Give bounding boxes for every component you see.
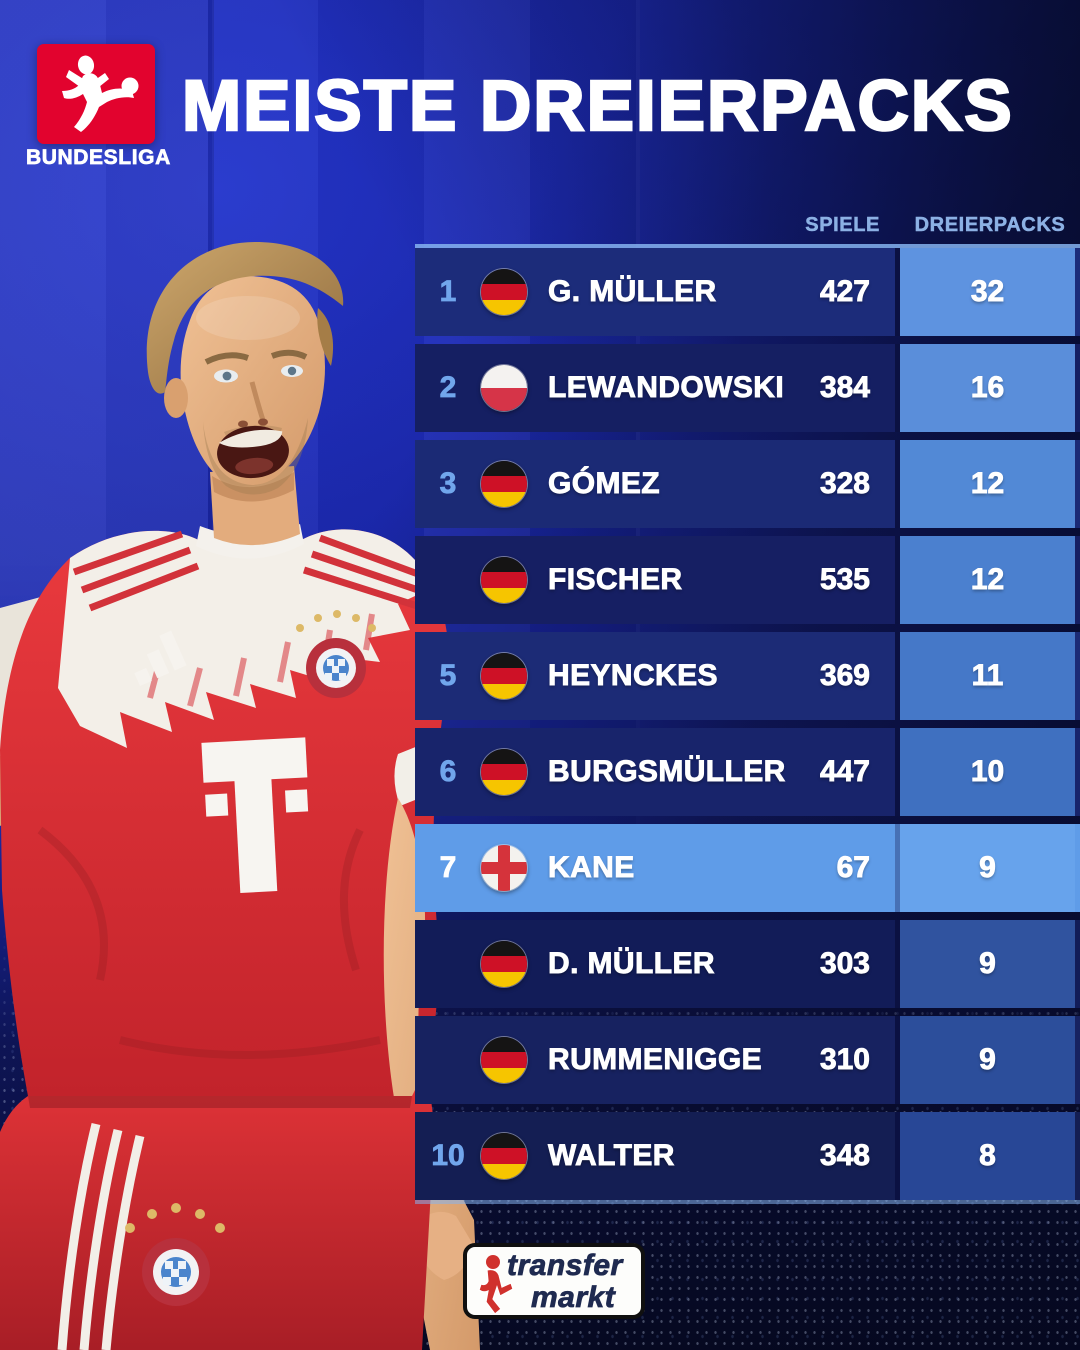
bundesliga-kicker-icon xyxy=(62,55,139,132)
rank-label: 10 xyxy=(431,1139,465,1173)
spiele-value: 535 xyxy=(819,563,870,597)
table-row: D. MÜLLER 303 9 xyxy=(415,920,1080,1008)
player-name: BURGSMÜLLER xyxy=(548,755,786,789)
table-top-border xyxy=(415,244,1080,248)
dreierpacks-value: 9 xyxy=(895,1016,1075,1104)
table-row-highlighted: 7 KANE 67 9 xyxy=(415,824,1080,912)
player-photo-kane xyxy=(0,242,480,1350)
dreierpacks-value: 8 xyxy=(895,1112,1075,1200)
table-row: 5 HEYNCKES 369 11 xyxy=(415,632,1080,720)
bundesliga-logo xyxy=(37,44,155,144)
dreierpacks-value: 11 xyxy=(895,632,1075,720)
column-header-dreierpacks: DREIERPACKS xyxy=(914,214,1066,237)
flag-icon xyxy=(481,365,527,411)
rank-label: 1 xyxy=(439,275,457,309)
dreierpacks-value: 16 xyxy=(895,344,1075,432)
table-row: FISCHER 535 12 xyxy=(415,536,1080,624)
spiele-value: 384 xyxy=(819,371,870,405)
dreierpacks-value: 32 xyxy=(895,248,1075,336)
table-row: 3 GÓMEZ 328 12 xyxy=(415,440,1080,528)
rank-label xyxy=(415,1016,481,1104)
flag-icon xyxy=(481,269,527,315)
spiele-value: 447 xyxy=(819,755,870,789)
table-row: 1 G. MÜLLER 427 32 xyxy=(415,248,1080,336)
player-name: HEYNCKES xyxy=(548,659,718,693)
bundesliga-wordmark: BUNDESLIGA xyxy=(26,146,171,170)
table-row: RUMMENIGGE 310 9 xyxy=(415,1016,1080,1104)
transfermarkt-player-icon xyxy=(478,1255,514,1315)
page-title: MEISTE DREIERPACKS xyxy=(181,66,1014,148)
table-row: 6 BURGSMÜLLER 447 10 xyxy=(415,728,1080,816)
spiele-value: 369 xyxy=(819,659,870,693)
rank-label xyxy=(415,920,481,1008)
spiele-value: 310 xyxy=(819,1043,870,1077)
rank-label: 3 xyxy=(439,467,457,501)
spiele-value: 427 xyxy=(819,275,870,309)
dreierpacks-value: 12 xyxy=(895,440,1075,528)
flag-icon xyxy=(481,557,527,603)
player-name: WALTER xyxy=(548,1139,675,1173)
transfermarkt-wordmark-line1: transfer xyxy=(507,1249,623,1283)
flag-icon xyxy=(481,1133,527,1179)
transfermarkt-logo: transfer markt xyxy=(463,1243,645,1319)
dreierpacks-value: 10 xyxy=(895,728,1075,816)
flag-icon xyxy=(481,653,527,699)
table-bottom-border xyxy=(415,1200,1080,1204)
player-name: G. MÜLLER xyxy=(548,275,717,309)
table-row: 2 LEWANDOWSKI 384 16 xyxy=(415,344,1080,432)
transfermarkt-wordmark-line2: markt xyxy=(531,1281,616,1315)
player-name: RUMMENIGGE xyxy=(548,1043,763,1077)
rank-label xyxy=(415,536,481,624)
column-header-spiele: SPIELE xyxy=(805,214,880,237)
flag-icon xyxy=(481,1037,527,1083)
dreierpacks-value: 12 xyxy=(895,536,1075,624)
player-name: GÓMEZ xyxy=(548,467,661,501)
rank-label: 6 xyxy=(439,755,457,789)
table-row: 10 WALTER 348 8 xyxy=(415,1112,1080,1200)
rank-label: 5 xyxy=(439,659,457,693)
rank-label: 2 xyxy=(439,371,457,405)
table-rows: 1 G. MÜLLER 427 32 2 LEWANDOWSKI 384 1 6 … xyxy=(415,248,1080,1208)
flag-icon xyxy=(481,461,527,507)
rank-label: 7 xyxy=(439,851,457,885)
spiele-value: 328 xyxy=(819,467,870,501)
spiele-value: 67 xyxy=(836,851,870,885)
flag-icon xyxy=(481,845,527,891)
player-name: LEWANDOWSKI xyxy=(548,371,785,405)
dreierpacks-value: 9 xyxy=(895,920,1075,1008)
flag-icon xyxy=(481,941,527,987)
player-name: FISCHER xyxy=(548,563,683,597)
player-name: KANE xyxy=(548,851,635,885)
spiele-value: 303 xyxy=(819,947,870,981)
player-name: D. MÜLLER xyxy=(548,947,715,981)
flag-icon xyxy=(481,749,527,795)
dreierpacks-value: 9 xyxy=(895,824,1075,912)
spiele-value: 348 xyxy=(819,1139,870,1173)
